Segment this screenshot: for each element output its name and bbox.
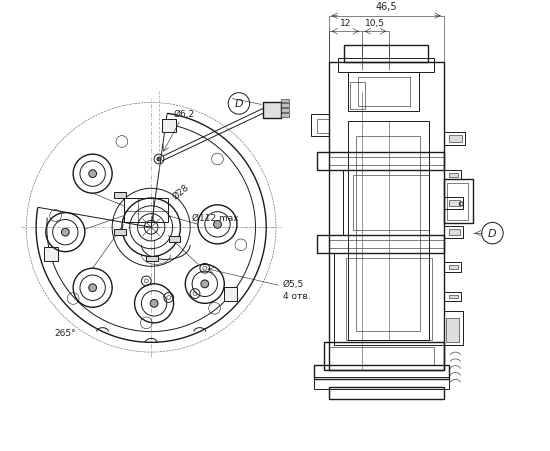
Text: 10,5: 10,5	[365, 19, 386, 28]
Bar	[446, 318, 459, 343]
Text: Ø112 max: Ø112 max	[192, 213, 239, 222]
Bar	[324, 343, 444, 370]
Bar	[346, 258, 432, 341]
Text: Ø28: Ø28	[170, 182, 190, 201]
Bar	[223, 287, 237, 301]
Bar	[350, 83, 365, 110]
Bar	[281, 109, 289, 113]
Bar	[444, 263, 461, 272]
Bar	[317, 235, 444, 253]
Circle shape	[62, 229, 69, 236]
Bar	[329, 387, 444, 399]
Bar	[356, 136, 420, 331]
Bar	[329, 63, 444, 370]
Bar	[447, 184, 468, 221]
Text: 4 отв.: 4 отв.	[283, 291, 310, 300]
Bar	[281, 104, 289, 108]
Bar	[281, 114, 289, 118]
Bar	[343, 170, 444, 235]
Text: D: D	[488, 229, 497, 239]
Bar	[444, 198, 463, 209]
Circle shape	[201, 281, 208, 288]
Bar	[358, 78, 410, 107]
Bar	[169, 236, 180, 242]
Bar	[444, 312, 463, 345]
Circle shape	[157, 158, 161, 161]
Bar	[444, 133, 465, 146]
Bar	[317, 120, 329, 133]
Bar	[449, 230, 460, 235]
Text: D: D	[235, 99, 243, 109]
Circle shape	[150, 300, 158, 308]
Bar	[329, 347, 434, 365]
Bar	[444, 170, 461, 180]
Bar	[281, 99, 289, 103]
Bar	[45, 248, 58, 261]
Bar	[311, 115, 329, 136]
Bar	[449, 173, 458, 177]
Bar	[444, 227, 463, 239]
Bar	[314, 365, 449, 380]
Text: 12: 12	[339, 19, 351, 28]
Bar	[348, 122, 429, 341]
Text: 46,5: 46,5	[375, 2, 397, 12]
Bar	[444, 292, 461, 302]
Bar	[114, 193, 126, 198]
Bar	[348, 73, 419, 112]
Bar	[344, 46, 428, 63]
Bar	[314, 377, 449, 389]
Bar	[449, 201, 460, 207]
Bar	[449, 135, 462, 143]
Bar	[333, 253, 444, 345]
Bar	[353, 175, 429, 231]
Circle shape	[89, 284, 97, 292]
Bar	[263, 103, 281, 119]
Bar	[162, 120, 176, 133]
Bar	[317, 153, 444, 170]
Text: Ø6,2: Ø6,2	[174, 110, 195, 119]
Bar	[444, 180, 473, 224]
Text: 265°: 265°	[54, 328, 76, 337]
Circle shape	[89, 170, 97, 178]
Bar	[146, 256, 158, 262]
Bar	[114, 230, 126, 235]
Bar	[449, 266, 458, 270]
Bar	[449, 295, 458, 299]
Circle shape	[213, 221, 221, 229]
Text: Ø5,5: Ø5,5	[283, 280, 304, 289]
Bar	[338, 59, 434, 73]
